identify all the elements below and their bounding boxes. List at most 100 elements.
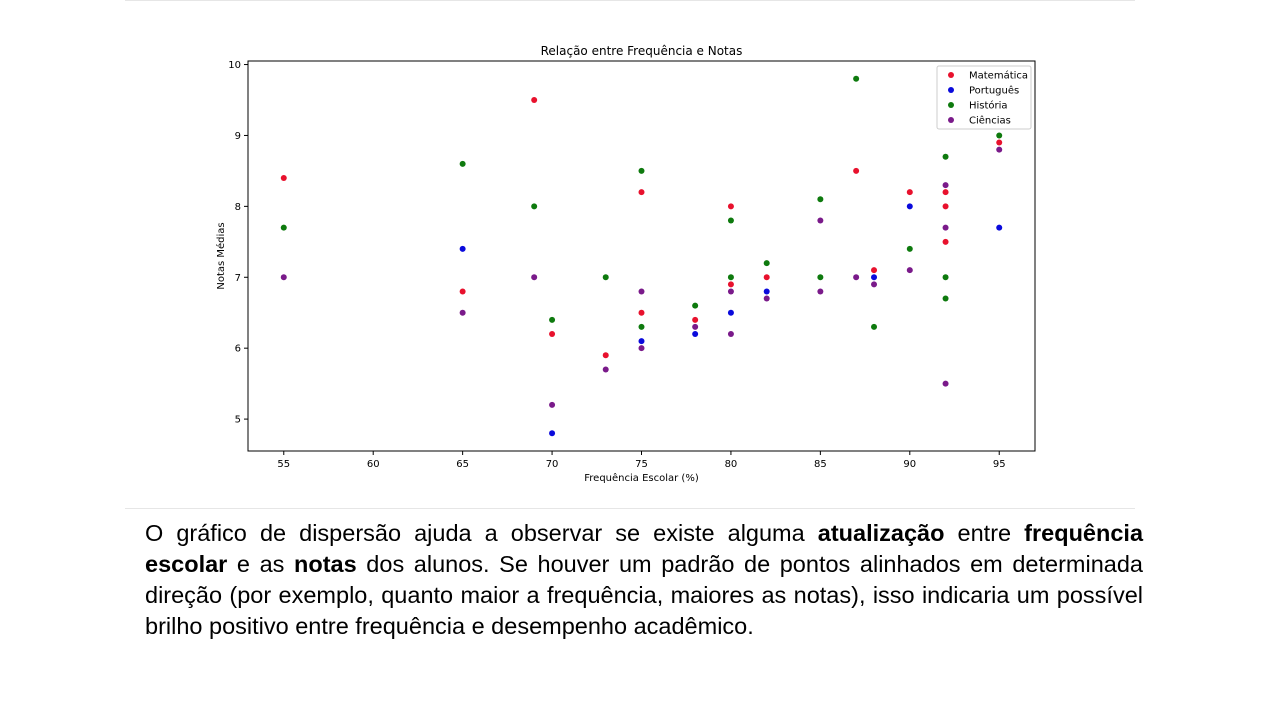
caption-bold-2: frequência escolar xyxy=(145,520,1144,577)
data-point-3 xyxy=(942,274,949,281)
x-tick-label: 80 xyxy=(725,459,738,470)
legend-label: História xyxy=(969,100,1008,112)
x-tick-label: 65 xyxy=(456,459,469,470)
legend: Matemática Português História Ciências xyxy=(936,65,1032,130)
caption-bold-1: atualização xyxy=(817,520,945,546)
data-point-4 xyxy=(871,281,878,288)
data-point-1 xyxy=(692,316,699,323)
caption-bold-3: notas xyxy=(294,551,357,577)
data-point-4 xyxy=(817,288,824,295)
x-axis-label: Frequência Escolar (%) xyxy=(584,472,699,484)
x-tick-label: 55 xyxy=(277,459,290,470)
chart-title: Relação entre Frequência e Notas xyxy=(541,44,743,58)
data-point-4 xyxy=(692,323,699,330)
data-point-3 xyxy=(531,203,538,210)
data-point-3 xyxy=(638,323,645,330)
legend-box xyxy=(936,65,1032,130)
caption-part-3: e as xyxy=(227,551,295,577)
data-point-1 xyxy=(602,352,609,359)
data-point-1 xyxy=(727,203,734,210)
data-point-4 xyxy=(727,331,734,337)
y-tick-label: 10 xyxy=(228,60,241,71)
data-point-1 xyxy=(942,238,949,245)
data-point-4 xyxy=(549,401,556,408)
data-point-3 xyxy=(996,132,1003,139)
legend-label: Português xyxy=(969,85,1019,97)
data-point-1 xyxy=(871,267,878,274)
data-point-4 xyxy=(853,274,860,281)
data-point-1 xyxy=(531,97,538,103)
x-tick-label: 75 xyxy=(635,459,648,470)
data-point-1 xyxy=(638,189,645,196)
data-point-1 xyxy=(727,281,734,288)
data-point-2 xyxy=(906,203,913,210)
data-point-1 xyxy=(549,331,556,337)
caption-part-1: O gráfico de dispersão ajuda a observar … xyxy=(145,520,818,546)
data-point-4 xyxy=(280,274,287,281)
y-tick-label: 6 xyxy=(235,344,241,355)
data-point-4 xyxy=(942,380,949,387)
data-point-4 xyxy=(727,288,734,295)
data-point-2 xyxy=(549,430,556,437)
data-point-3 xyxy=(906,245,913,252)
data-point-2 xyxy=(638,338,645,345)
data-point-1 xyxy=(459,288,466,295)
bottom-divider xyxy=(125,508,1135,509)
data-point-1 xyxy=(638,309,645,316)
data-point-2 xyxy=(871,274,878,281)
data-point-2 xyxy=(727,309,734,316)
data-point-3 xyxy=(871,323,878,330)
x-tick-label: 60 xyxy=(367,459,380,470)
data-point-4 xyxy=(638,288,645,295)
data-point-4 xyxy=(942,224,949,231)
legend-marker xyxy=(948,87,954,93)
x-tick-label: 90 xyxy=(903,459,916,470)
y-axis-label: Notas Médias xyxy=(215,222,227,289)
data-point-1 xyxy=(996,139,1003,146)
y-tick-label: 7 xyxy=(235,273,241,284)
data-point-4 xyxy=(906,267,913,274)
data-point-2 xyxy=(996,224,1003,231)
data-point-4 xyxy=(459,309,466,316)
top-divider xyxy=(125,0,1135,1)
legend-label: Matemática xyxy=(969,70,1028,82)
x-tick-label: 85 xyxy=(814,459,827,470)
x-tick-label: 95 xyxy=(993,459,1006,470)
data-point-4 xyxy=(763,295,770,302)
data-point-1 xyxy=(942,189,949,196)
data-point-2 xyxy=(692,331,699,337)
scatter-chart: Relação entre Frequência e Notas Frequên… xyxy=(215,44,1036,484)
data-point-1 xyxy=(280,175,287,181)
legend-marker xyxy=(948,72,954,78)
data-point-3 xyxy=(459,160,466,167)
legend-marker xyxy=(948,117,954,123)
data-point-4 xyxy=(531,274,538,281)
caption-part-4: dos alunos. Se houver um padrão de ponto… xyxy=(145,551,1143,639)
plot-frame xyxy=(247,60,1036,452)
x-tick-label: 70 xyxy=(546,459,559,470)
data-point-4 xyxy=(817,217,824,224)
data-point-2 xyxy=(459,245,466,252)
legend-marker xyxy=(948,102,954,108)
data-point-3 xyxy=(942,295,949,302)
data-point-4 xyxy=(602,366,609,373)
x-axis-ticks: 55 60 65 70 75 80 85 90 95 xyxy=(277,451,1006,470)
data-point-3 xyxy=(692,302,699,309)
data-point-3 xyxy=(817,196,824,203)
data-point-4 xyxy=(638,345,645,352)
data-point-3 xyxy=(853,75,860,82)
data-point-3 xyxy=(817,274,824,281)
data-point-3 xyxy=(549,316,556,323)
data-point-1 xyxy=(763,274,770,281)
legend-label: Ciências xyxy=(969,115,1011,127)
data-point-1 xyxy=(906,189,913,196)
data-point-1 xyxy=(853,167,860,174)
caption-text: O gráfico de dispersão ajuda a observar … xyxy=(145,518,1143,642)
data-point-3 xyxy=(602,274,609,281)
caption-part-2: entre xyxy=(944,520,1025,546)
data-point-4 xyxy=(996,146,1003,153)
data-point-1 xyxy=(942,203,949,210)
y-axis-ticks: 5 6 7 8 9 10 xyxy=(228,60,248,426)
data-point-3 xyxy=(763,260,770,267)
data-point-3 xyxy=(942,153,949,160)
